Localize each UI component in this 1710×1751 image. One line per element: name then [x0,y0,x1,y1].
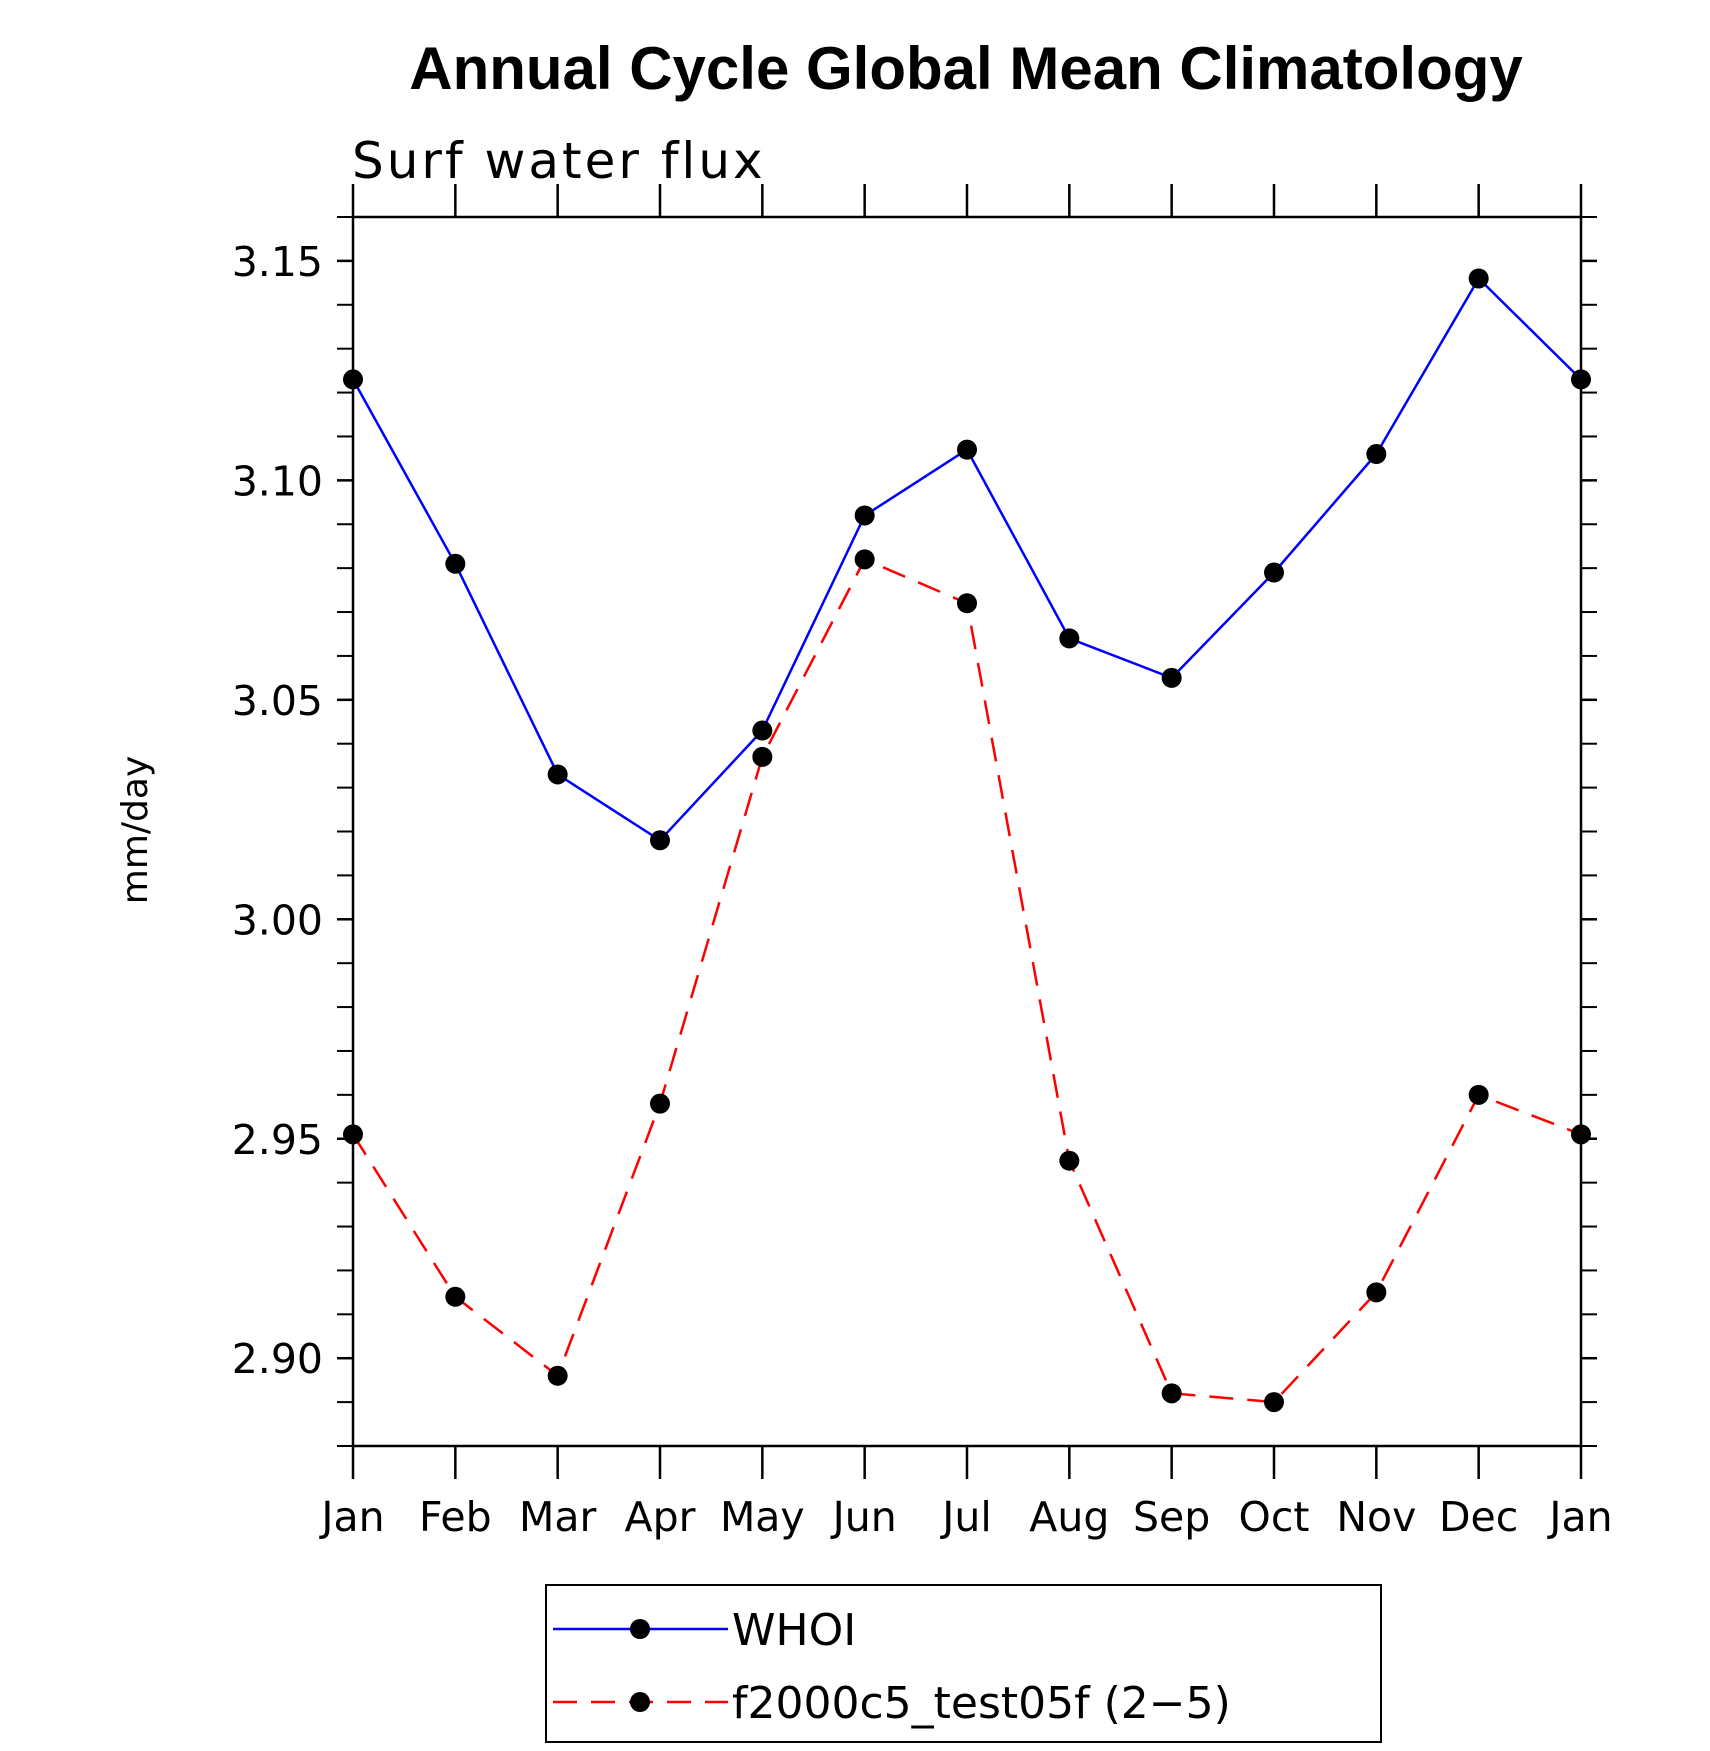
x-tick-label: Dec [1439,1493,1518,1541]
data-point [1468,268,1489,289]
data-point [1264,1392,1284,1413]
legend-label: WHOI [732,1605,856,1656]
data-point [547,1365,568,1386]
x-tick-label: Feb [419,1493,492,1541]
series-line-0 [351,277,1582,842]
data-point [650,830,670,851]
legend: WHOI f2000c5_test05f (2−5) [545,1584,1382,1743]
y-tick-label: 3.10 [232,457,323,505]
data-point [1059,1150,1080,1171]
x-tick-label: Sep [1133,1493,1210,1541]
data-point [445,553,466,574]
series-line-1 [351,558,1582,1404]
data-point [854,505,875,526]
x-tick-label: Mar [519,1493,596,1541]
plot-area: Jan Feb Mar Apr May Jun Jul Aug Sep Oct Nov Dec Jan 2… [232,184,1613,1541]
x-tick-label: Jan [1546,1493,1612,1541]
x-tick-label: Apr [625,1493,696,1541]
data-point [445,1286,466,1307]
x-tick-label: Oct [1239,1493,1310,1541]
x-tick-label: Jul [939,1493,991,1541]
data-point [1571,1124,1591,1145]
data-point [1468,1084,1489,1105]
chart-title: Annual Cycle Global Mean Climatology [409,35,1523,102]
x-tick-label: Jan [318,1493,384,1541]
y-tick-label: 3.00 [232,896,323,944]
y-tick-label: 3.15 [232,238,323,286]
data-point [1571,369,1591,390]
y-tick-label: 2.90 [232,1335,323,1383]
legend-box [545,1584,1382,1743]
data-point [1366,1282,1387,1303]
data-point [343,369,363,390]
legend-marker [630,1619,650,1639]
legend-marker [630,1692,650,1712]
x-tick-label: Jun [830,1493,897,1541]
x-tick-label: May [720,1493,805,1541]
data-point [650,1093,670,1114]
data-point [547,764,568,785]
plot-frame [351,215,1583,1448]
y-tick-label: 3.05 [232,677,323,725]
data-point [854,549,875,570]
data-point [1059,628,1080,649]
data-point [1161,667,1182,688]
data-point [957,593,977,614]
data-point [1161,1383,1182,1404]
data-point [957,439,977,460]
data-point [752,746,773,767]
data-point [1264,562,1284,583]
chart-subtitle: Surf water flux [352,132,766,190]
x-tick-label: Nov [1336,1493,1416,1541]
data-point [1366,444,1387,465]
legend-label: f2000c5_test05f (2−5) [732,1678,1231,1729]
x-tick-label: Aug [1029,1493,1109,1541]
y-axis-label: mm/day [115,756,156,904]
y-tick-label: 2.95 [232,1116,323,1164]
data-point [752,720,773,741]
data-point [343,1124,363,1145]
